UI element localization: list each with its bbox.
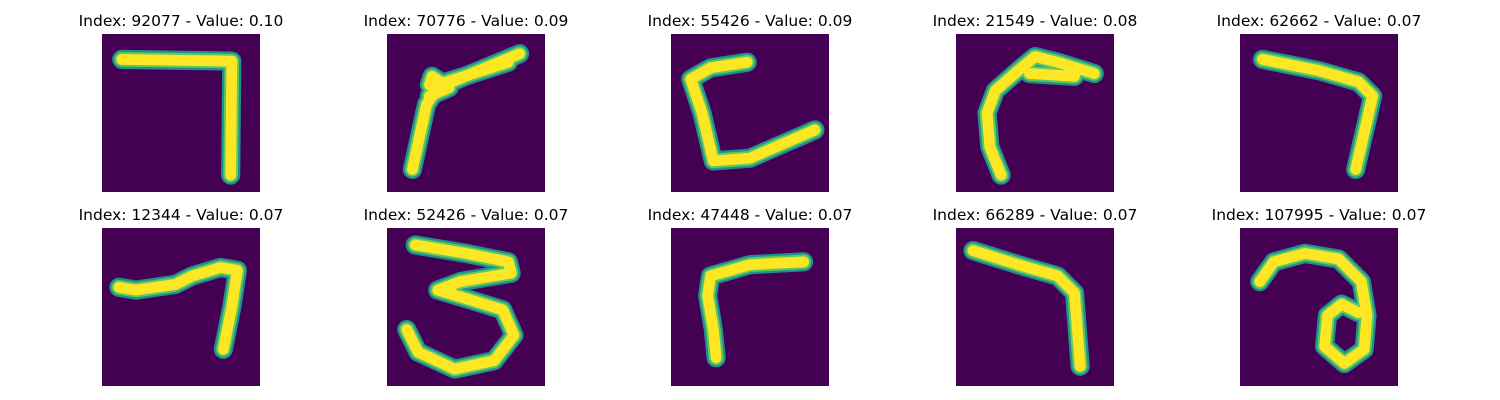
digit-image (671, 34, 829, 192)
digit-f-curved-icon (956, 34, 1114, 192)
panel-title: Index: 62662 - Value: 0.07 (1216, 12, 1422, 30)
digit-image (956, 228, 1114, 386)
digit-a-shape-icon (1240, 228, 1398, 386)
panel-10: Index: 107995 - Value: 0.07 (1199, 203, 1439, 388)
panel-title: Index: 47448 - Value: 0.07 (647, 206, 853, 224)
panel-title: Index: 66289 - Value: 0.07 (932, 206, 1138, 224)
panel-title: Index: 55426 - Value: 0.09 (647, 12, 853, 30)
digit-image (671, 228, 829, 386)
panel-8: Index: 47448 - Value: 0.07 (630, 203, 870, 388)
panel-title: Index: 12344 - Value: 0.07 (78, 206, 284, 224)
digit-7-icon (102, 34, 260, 192)
digit-image (1240, 34, 1398, 192)
digit-image (956, 34, 1114, 192)
digit-image (1240, 228, 1398, 386)
panel-6: Index: 12344 - Value: 0.07 (61, 203, 301, 388)
digit-7-icon (102, 228, 260, 386)
panel-1: Index: 92077 - Value: 0.10 (61, 9, 301, 194)
digit-f-shape-icon (387, 34, 545, 192)
panel-title: Index: 70776 - Value: 0.09 (363, 12, 569, 30)
panel-title: Index: 21549 - Value: 0.08 (932, 12, 1138, 30)
panel-title: Index: 107995 - Value: 0.07 (1211, 206, 1427, 224)
panel-9: Index: 66289 - Value: 0.07 (915, 203, 1155, 388)
digit-r-shape-icon (671, 228, 829, 386)
digit-image (387, 228, 545, 386)
digit-7-icon (1240, 34, 1398, 192)
panel-7: Index: 52426 - Value: 0.07 (346, 203, 586, 388)
digit-c-shape-icon (671, 34, 829, 192)
panel-2: Index: 70776 - Value: 0.09 (346, 9, 586, 194)
digit-image (102, 228, 260, 386)
digit-3-icon (387, 228, 545, 386)
digit-image (102, 34, 260, 192)
digit-7-icon (956, 228, 1114, 386)
digit-image (387, 34, 545, 192)
panel-3: Index: 55426 - Value: 0.09 (630, 9, 870, 194)
panel-title: Index: 52426 - Value: 0.07 (363, 206, 569, 224)
panel-4: Index: 21549 - Value: 0.08 (915, 9, 1155, 194)
panel-title: Index: 92077 - Value: 0.10 (78, 12, 284, 30)
panel-5: Index: 62662 - Value: 0.07 (1199, 9, 1439, 194)
